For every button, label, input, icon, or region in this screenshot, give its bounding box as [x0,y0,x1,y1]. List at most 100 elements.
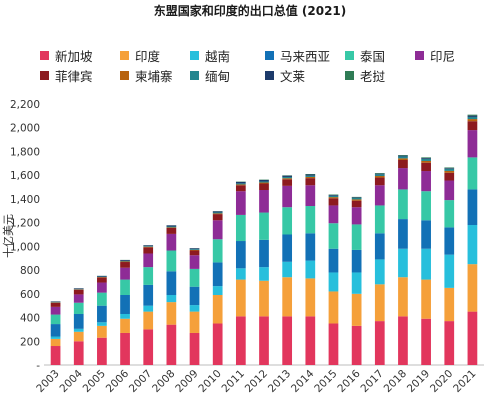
bar-segment [305,278,316,317]
legend-swatch [40,51,49,60]
bar-segment [328,223,339,249]
legend-label: 印尼 [430,49,456,64]
bar-segment [143,245,154,247]
bar-segment [305,185,316,207]
bar-segment [467,189,478,226]
bar-segment [444,168,455,171]
y-tick-label: - [36,360,40,372]
bar-segment [282,261,293,278]
bar-segment [97,325,107,338]
y-tick-label: 400 [20,313,40,325]
bar-segment [467,311,478,365]
bar-segment [212,286,223,296]
legend-swatch [120,71,129,80]
bar-segment [351,197,362,200]
bar-segment [374,176,385,178]
bar-segment [120,295,130,314]
bar-segment [328,197,339,199]
bar-segment [444,287,455,322]
bar-segment [351,224,362,250]
bar-segment [398,158,408,160]
bar-segment [166,271,177,296]
bar-segment [398,159,408,169]
legend-swatch [265,71,274,80]
x-tick-label: 2013 [266,368,293,395]
bar-segment [328,272,339,292]
bar-segment [120,260,130,262]
y-tick-label: 1,000 [10,241,40,253]
bar-segment [143,253,154,268]
bar-segment [259,212,269,240]
x-tick-label: 2016 [335,367,363,395]
bar-segment [166,295,177,303]
legend-swatch [190,71,199,80]
bar-segment [374,173,385,174]
x-tick-label: 2014 [289,367,317,395]
y-tick-label: 1,400 [10,194,40,206]
bar-segment [328,205,339,224]
bar-segment [166,233,177,251]
bar-segment [467,157,478,190]
bar-segment [351,325,362,365]
bar-segment [97,277,107,283]
legend-label: 泰国 [360,49,386,64]
bar-segment [166,226,177,228]
bar-segment [97,282,107,293]
bar-segment [212,239,223,263]
bar-segment [259,179,269,182]
bar-segment [351,197,362,198]
bar-segment [259,183,269,191]
x-tick-label: 2017 [359,368,386,395]
bar-segment [97,322,107,326]
bar-segment [467,121,478,131]
chart-title: 东盟国家和印度的出口总值 (2021) [153,4,347,18]
bar-segment [259,182,269,184]
bar-segment [143,329,154,365]
x-tick-label: 2008 [150,368,177,395]
bar-segment [398,248,408,278]
bar-segment [212,213,223,215]
legend-label: 文莱 [280,69,306,84]
y-tick-label: 600 [20,289,40,301]
bar-segment [328,198,339,206]
x-tick-label: 2020 [428,368,455,395]
bar-segment [467,130,478,158]
bar-segment [97,275,107,277]
y-tick-label: 200 [20,336,40,348]
x-tick-label: 2004 [57,367,85,395]
legend-label: 老挝 [360,69,386,84]
bar-segment [421,220,431,249]
bar-segment [73,288,84,289]
legend-label: 缅甸 [205,69,231,84]
bar-segment [374,174,385,177]
y-tick-label: 2,200 [10,99,40,111]
legend-label: 越南 [205,49,231,64]
legend-item: 文莱 [265,66,305,85]
bar-segment [467,119,478,122]
bar-segment [143,267,154,285]
bar-segment [398,316,408,365]
x-tick-label: 2021 [451,368,478,395]
bar-segment [421,318,431,365]
bar-segment [421,162,431,172]
bar-segment [328,195,339,198]
bar-segment [305,316,316,365]
bar-segment [166,227,177,228]
legend-item: 印尼 [415,46,455,65]
bar-segment [212,214,223,221]
bar-segment [444,180,455,201]
bar-segment [374,259,385,285]
x-tick-label: 2015 [312,368,339,395]
bar-segment [398,189,408,220]
bar-segment [282,185,293,208]
bar-segment [166,302,177,325]
bar-segment [374,233,385,260]
bar-segment [143,247,154,254]
bar-segment [282,207,293,235]
bar-segment [73,289,84,295]
bar-segment [166,250,177,272]
bar-segment [120,318,130,333]
bar-segment [421,191,431,221]
x-tick-label: 2019 [405,368,432,395]
bar-segment [50,346,61,365]
